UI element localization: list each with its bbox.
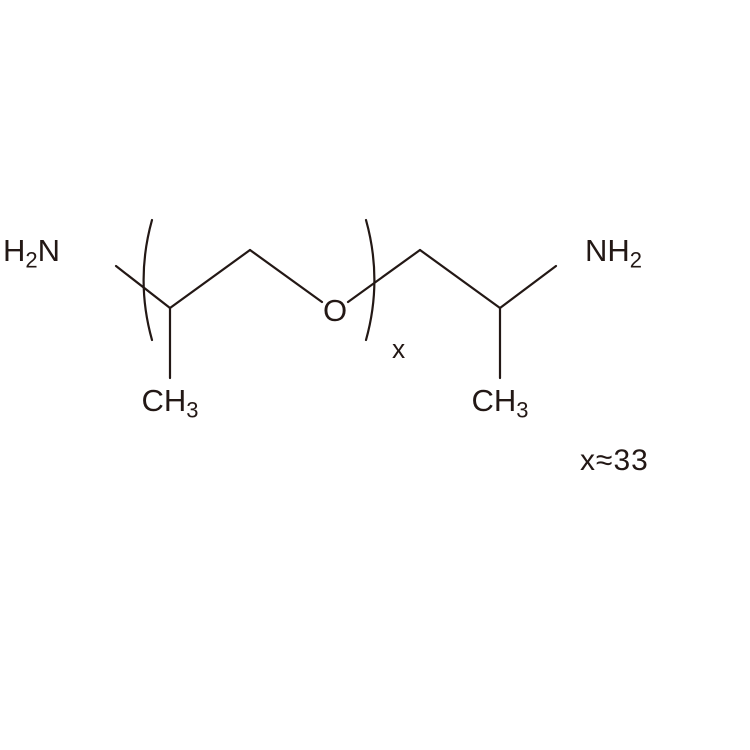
repeat-subscript: x bbox=[392, 334, 405, 364]
repeat-count-annotation: x≈33 bbox=[580, 444, 649, 477]
atom-label-O1: O bbox=[323, 293, 347, 328]
chemical-structure-diagram: H2NONH2CH3CH3xx≈33 bbox=[0, 0, 750, 750]
diagram-background bbox=[0, 0, 750, 750]
